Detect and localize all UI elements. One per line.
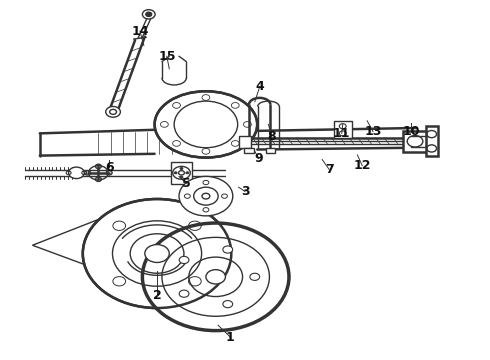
Circle shape xyxy=(180,176,183,178)
Bar xyxy=(334,121,351,138)
Circle shape xyxy=(178,171,184,175)
Ellipse shape xyxy=(155,91,257,158)
Text: 14: 14 xyxy=(131,25,148,38)
Circle shape xyxy=(83,199,231,308)
Circle shape xyxy=(146,12,152,17)
Text: 1: 1 xyxy=(226,330,235,343)
Text: 11: 11 xyxy=(333,127,350,140)
Circle shape xyxy=(206,270,225,284)
Circle shape xyxy=(179,256,189,264)
Circle shape xyxy=(110,109,117,114)
Circle shape xyxy=(106,107,121,117)
Circle shape xyxy=(179,176,233,216)
Bar xyxy=(239,136,251,148)
Circle shape xyxy=(223,301,233,308)
Text: 5: 5 xyxy=(182,177,191,190)
Text: 2: 2 xyxy=(153,289,161,302)
Text: 13: 13 xyxy=(365,125,382,138)
Bar xyxy=(244,148,254,153)
Text: 9: 9 xyxy=(254,152,263,165)
Bar xyxy=(266,148,275,153)
Text: 10: 10 xyxy=(402,125,420,138)
Text: 7: 7 xyxy=(325,163,333,176)
Circle shape xyxy=(250,273,260,280)
Circle shape xyxy=(223,246,233,253)
Text: 12: 12 xyxy=(353,159,371,172)
Bar xyxy=(171,162,192,184)
Text: 6: 6 xyxy=(105,161,114,174)
Bar xyxy=(426,126,438,156)
Circle shape xyxy=(145,244,169,262)
Text: 3: 3 xyxy=(241,185,249,198)
Text: 4: 4 xyxy=(255,80,264,93)
Circle shape xyxy=(202,193,210,199)
Text: 8: 8 xyxy=(268,130,276,144)
Circle shape xyxy=(179,290,189,297)
Circle shape xyxy=(143,223,289,330)
Circle shape xyxy=(180,167,183,170)
Text: 15: 15 xyxy=(158,50,175,63)
Circle shape xyxy=(69,167,84,179)
Circle shape xyxy=(174,172,177,174)
Circle shape xyxy=(186,172,189,174)
Bar xyxy=(403,131,427,152)
Circle shape xyxy=(143,10,155,19)
